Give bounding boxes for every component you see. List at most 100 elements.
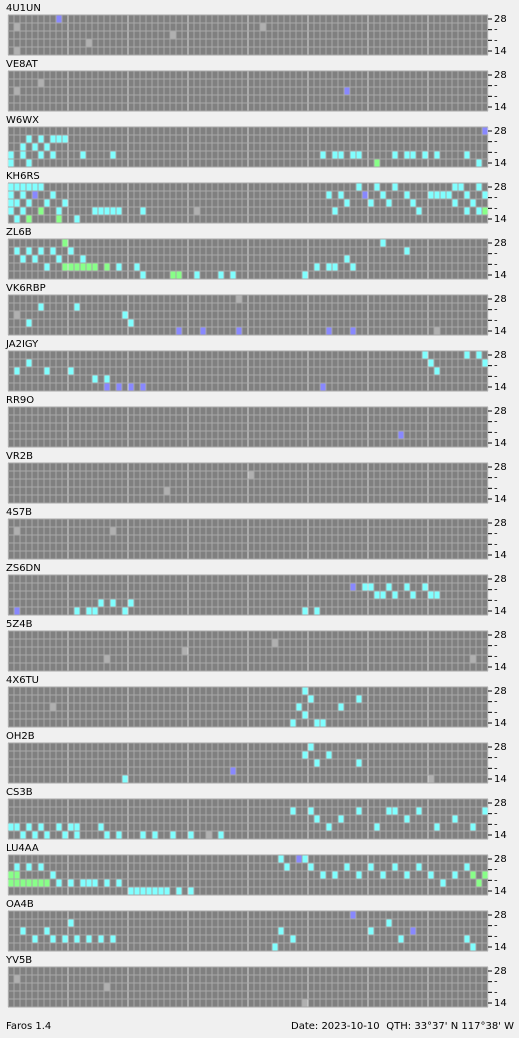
- signal-cell: [122, 311, 128, 319]
- signal-cell: [38, 79, 44, 87]
- band-label: 14: [494, 606, 507, 617]
- signal-cell: [470, 199, 476, 207]
- signal-cell: [44, 263, 50, 271]
- signal-cell: [74, 303, 80, 311]
- signal-cell: [302, 999, 308, 1007]
- signal-cell: [14, 47, 20, 55]
- signal-cell: [338, 151, 344, 159]
- date: Date: 2023-10-10: [291, 1021, 380, 1032]
- signal-cell: [20, 151, 26, 159]
- signal-cell: [20, 831, 26, 839]
- signal-cell: [320, 151, 326, 159]
- signal-cell: [326, 191, 332, 199]
- signal-cell: [302, 271, 308, 279]
- signal-cell: [458, 183, 464, 191]
- signal-cell: [32, 879, 38, 887]
- signal-cell: [188, 831, 194, 839]
- signal-cell: [92, 207, 98, 215]
- signal-cell: [38, 151, 44, 159]
- signal-cell: [404, 151, 410, 159]
- signal-cell: [428, 871, 434, 879]
- band-label: 28: [494, 462, 507, 473]
- signal-cell: [68, 247, 74, 255]
- band-label: -: [494, 529, 498, 540]
- signal-cell: [188, 887, 194, 895]
- signal-cell: [470, 823, 476, 831]
- band-label: -: [494, 931, 498, 942]
- signal-cell: [422, 351, 428, 359]
- band-label: -: [494, 259, 498, 270]
- signal-cell: [116, 879, 122, 887]
- signal-cell: [80, 263, 86, 271]
- band-label: 14: [494, 326, 507, 337]
- signal-cell: [20, 191, 26, 199]
- band-label: 28: [494, 798, 507, 809]
- signal-cell: [314, 759, 320, 767]
- signal-cell: [104, 879, 110, 887]
- signal-cell: [170, 271, 176, 279]
- band-label: -: [494, 585, 498, 596]
- band-label: 28: [494, 742, 507, 753]
- signal-cell: [464, 207, 470, 215]
- signal-cell: [482, 127, 488, 135]
- signal-cell: [302, 607, 308, 615]
- signal-cell: [308, 743, 314, 751]
- signal-cell: [314, 263, 320, 271]
- signal-cell: [392, 807, 398, 815]
- signal-cell: [26, 823, 32, 831]
- signal-cell: [296, 855, 302, 863]
- signal-cell: [476, 183, 482, 191]
- signal-cell: [122, 775, 128, 783]
- signal-cell: [56, 15, 62, 23]
- signal-cell: [92, 375, 98, 383]
- band-label: 14: [494, 942, 507, 953]
- signal-cell: [14, 863, 20, 871]
- signal-cell: [320, 871, 326, 879]
- station-name: VR2B: [6, 451, 33, 462]
- signal-cell: [434, 327, 440, 335]
- signal-cell: [14, 823, 20, 831]
- signal-cell: [128, 383, 134, 391]
- signal-cell: [464, 351, 470, 359]
- signal-cell: [362, 583, 368, 591]
- signal-cell: [140, 207, 146, 215]
- signal-cell: [20, 207, 26, 215]
- signal-cell: [350, 583, 356, 591]
- signal-cell: [368, 927, 374, 935]
- signal-cell: [44, 879, 50, 887]
- station-name: ZL6B: [6, 227, 32, 238]
- band-label: -: [494, 809, 498, 820]
- signal-cell: [74, 831, 80, 839]
- band-label: -: [494, 987, 498, 998]
- signal-cell: [26, 359, 32, 367]
- band-label: 14: [494, 382, 507, 393]
- signal-cell: [404, 815, 410, 823]
- signal-cell: [314, 607, 320, 615]
- signal-cell: [476, 879, 482, 887]
- signal-cell: [416, 207, 422, 215]
- signal-cell: [428, 591, 434, 599]
- signal-cell: [440, 879, 446, 887]
- signal-cell: [350, 263, 356, 271]
- signal-cell: [68, 367, 74, 375]
- signal-cell: [14, 607, 20, 615]
- signal-cell: [308, 807, 314, 815]
- signal-cell: [32, 935, 38, 943]
- signal-cell: [290, 807, 296, 815]
- signal-cell: [20, 255, 26, 263]
- signal-cell: [26, 215, 32, 223]
- signal-cell: [20, 927, 26, 935]
- signal-cell: [464, 151, 470, 159]
- signal-cell: [8, 871, 14, 879]
- signal-cell: [62, 263, 68, 271]
- signal-cell: [428, 359, 434, 367]
- band-label: -: [494, 707, 498, 718]
- band-label: 28: [494, 966, 507, 977]
- signal-cell: [50, 135, 56, 143]
- signal-cell: [440, 191, 446, 199]
- signal-cell: [380, 191, 386, 199]
- signal-cell: [14, 215, 20, 223]
- signal-cell: [404, 191, 410, 199]
- station-name: KH6RS: [6, 171, 40, 182]
